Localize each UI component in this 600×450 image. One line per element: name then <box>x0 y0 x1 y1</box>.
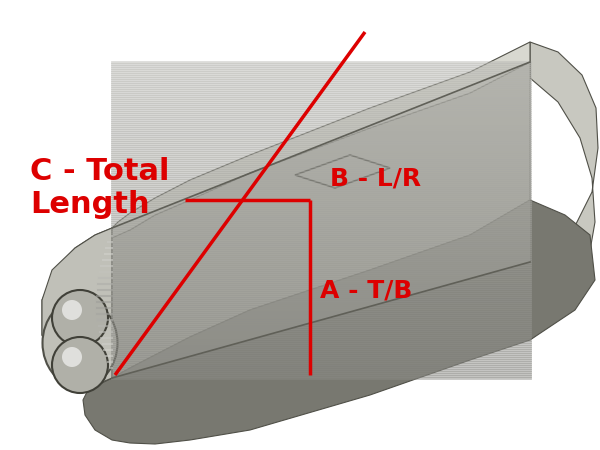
Polygon shape <box>530 42 598 340</box>
Text: A - T/B: A - T/B <box>320 278 412 302</box>
Polygon shape <box>42 228 112 390</box>
Polygon shape <box>112 62 530 378</box>
Circle shape <box>62 347 82 367</box>
Text: C - Total
Length: C - Total Length <box>30 157 170 219</box>
Circle shape <box>52 337 108 393</box>
Circle shape <box>52 290 108 346</box>
Circle shape <box>62 300 82 320</box>
Text: B - L/R: B - L/R <box>330 166 421 190</box>
Polygon shape <box>112 62 530 378</box>
Polygon shape <box>83 200 595 444</box>
Polygon shape <box>42 228 112 390</box>
Polygon shape <box>112 42 530 238</box>
Ellipse shape <box>43 299 118 387</box>
